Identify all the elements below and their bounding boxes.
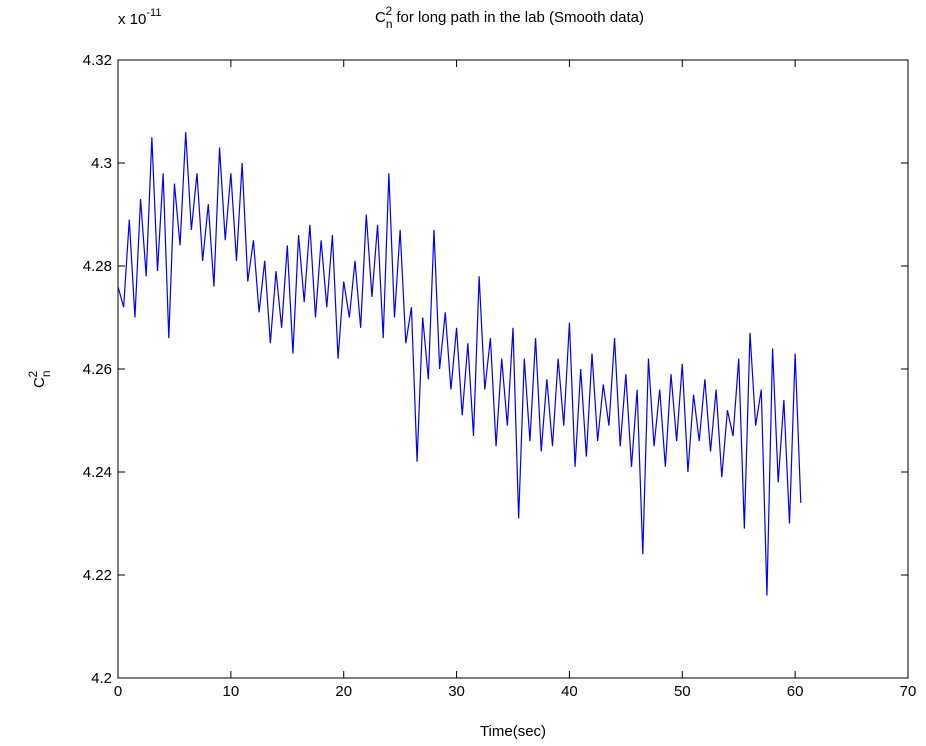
y-tick-label: 4.2 [91, 670, 112, 687]
y-tick-label: 4.22 [83, 567, 112, 584]
y-tick-label: 4.26 [83, 361, 112, 378]
axes-box [117, 59, 909, 679]
x-tick-label: 70 [900, 683, 917, 700]
title-superscript: 2 [386, 4, 393, 18]
y-tick-label: 4.24 [83, 464, 112, 481]
y-axis-label: Cn2 [26, 370, 53, 388]
x-tick-label: 30 [448, 683, 465, 700]
y-exponent-base: x 10 [118, 11, 146, 28]
y-exponent-power: -11 [146, 7, 161, 19]
y-exponent: x 10-11 [118, 7, 161, 28]
x-tick-label: 0 [114, 683, 122, 700]
y-tick-label: 4.28 [83, 258, 112, 275]
x-tick-label: 10 [223, 683, 240, 700]
data-line [117, 132, 802, 596]
title-text: for long path in the lab (Smooth data) [392, 9, 644, 26]
x-tick-label: 50 [674, 683, 691, 700]
y-label-symbol: C [31, 377, 48, 388]
y-label-superscript: 2 [26, 370, 40, 377]
y-tick-label: 4.32 [83, 52, 112, 69]
x-tick-label: 60 [787, 683, 804, 700]
x-tick-label: 40 [561, 683, 578, 700]
title-symbol: C [375, 9, 386, 26]
x-axis-label: Time(sec) [480, 723, 546, 740]
title-subscript: n [386, 17, 393, 31]
x-tick-label: 20 [335, 683, 352, 700]
y-label-subscript: n [39, 370, 53, 377]
y-tick-label: 4.3 [91, 155, 112, 172]
chart-title: Cn2 for long path in the lab (Smooth dat… [375, 4, 644, 31]
